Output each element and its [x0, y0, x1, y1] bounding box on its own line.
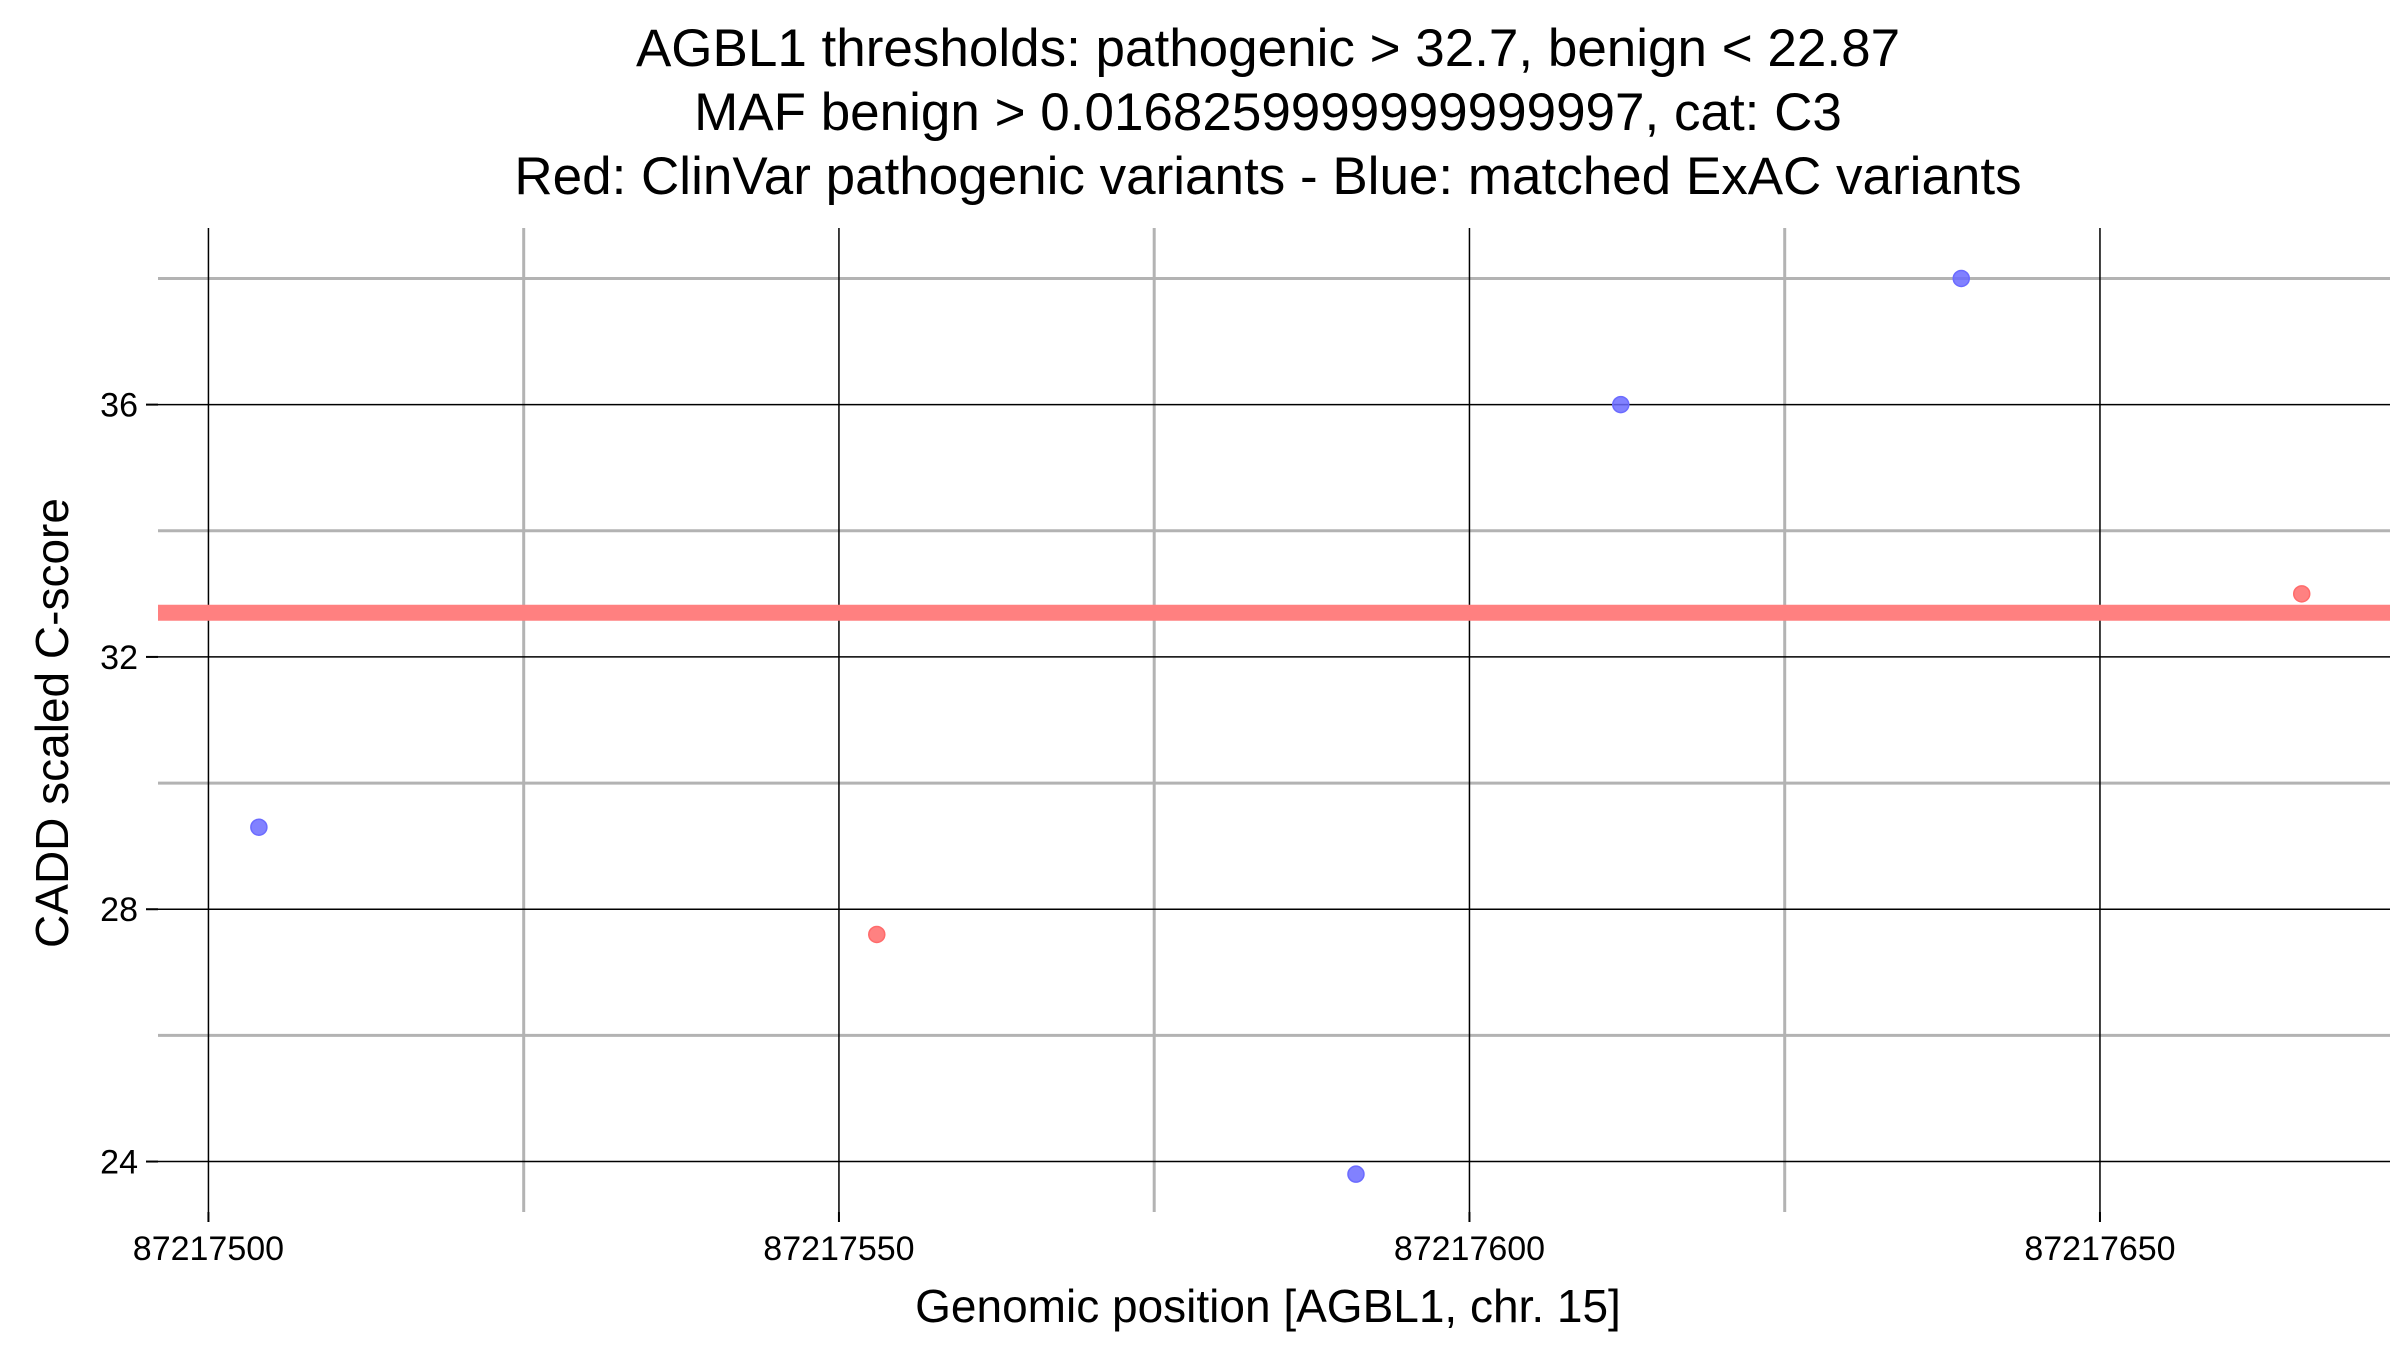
x-axis-label: Genomic position [AGBL1, chr. 15] [915, 1280, 1621, 1332]
exac-point [250, 818, 268, 836]
y-tick-label: 32 [100, 639, 138, 677]
exac-point [1612, 395, 1630, 414]
data-points [250, 269, 2311, 1183]
y-tick-label: 36 [100, 387, 138, 425]
title-line-1: AGBL1 thresholds: pathogenic > 32.7, ben… [636, 19, 1900, 78]
x-axis-ticks: 87217500 87217550 87217600 87217650 [133, 1212, 2176, 1268]
x-tick-label: 87217500 [133, 1230, 284, 1268]
clinvar-point [2292, 585, 2311, 603]
clinvar-point [868, 925, 886, 944]
chart-title: AGBL1 thresholds: pathogenic > 32.7, ben… [514, 19, 2021, 206]
y-tick-label: 24 [100, 1144, 138, 1182]
y-tick-label: 28 [100, 891, 138, 929]
x-tick-label: 87217550 [763, 1230, 914, 1268]
minor-gridlines [158, 228, 2390, 1212]
major-gridlines [158, 228, 2390, 1212]
title-line-3: Red: ClinVar pathogenic variants - Blue:… [514, 147, 2021, 206]
title-line-2: MAF benign > 0.0168259999999999997, cat:… [694, 83, 1842, 142]
exac-point [1952, 269, 1971, 288]
x-tick-label: 87217650 [2024, 1230, 2175, 1268]
y-axis-label: CADD scaled C-score [26, 498, 78, 948]
exac-point [1347, 1165, 1365, 1183]
y-axis-ticks: 24 28 32 36 [100, 387, 158, 1182]
x-tick-label: 87217600 [1394, 1230, 1545, 1268]
